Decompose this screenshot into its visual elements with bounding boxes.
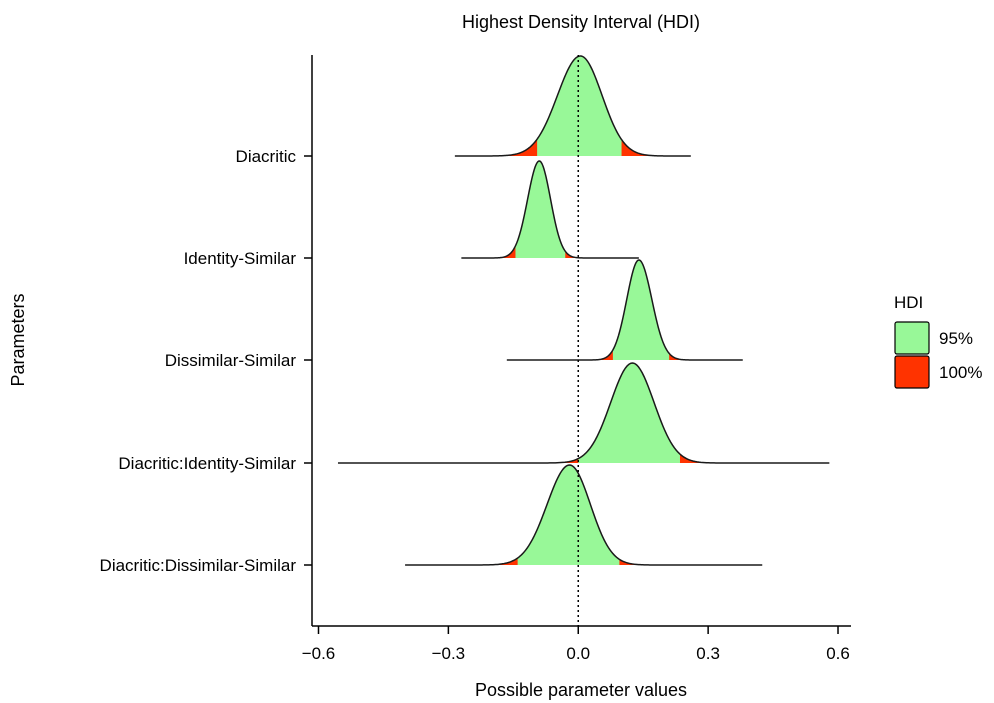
hdi-95-region	[517, 465, 620, 565]
density-5	[405, 464, 763, 566]
legend-swatch-95	[894, 321, 930, 355]
hdi-100-region	[337, 363, 830, 463]
y-tick-label: Identity-Similar	[184, 249, 297, 268]
x-tick-label: −0.3	[432, 644, 466, 663]
legend: HDI 95% 100%	[894, 293, 982, 389]
density-outline	[506, 259, 743, 361]
hdi-95-region	[612, 260, 670, 360]
chart-title: Highest Density Interval (HDI)	[462, 12, 700, 32]
density-1	[454, 55, 691, 157]
x-axis-label: Possible parameter values	[475, 680, 687, 700]
hdi-95-region	[537, 56, 622, 157]
legend-label-95: 95%	[939, 329, 973, 348]
density-4	[337, 362, 830, 464]
x-ticks: −0.6 −0.3 0.0 0.3 0.6	[302, 626, 850, 663]
legend-swatch-100	[894, 355, 930, 389]
y-ticks: Diacritic Identity-Similar Dissimilar-Simi…	[100, 147, 312, 575]
y-tick-label: Diacritic:Identity-Similar	[118, 454, 296, 473]
density-2	[461, 160, 639, 259]
density-outline	[405, 464, 763, 566]
y-axis-label: Parameters	[8, 293, 28, 386]
y-tick-label: Dissimilar-Similar	[165, 351, 297, 370]
x-tick-label: −0.6	[302, 644, 336, 663]
density-outline	[461, 160, 639, 259]
x-tick-label: 0.6	[826, 644, 850, 663]
x-tick-label: 0.3	[696, 644, 720, 663]
hdi-95-region	[578, 363, 680, 463]
y-tick-label: Diacritic	[236, 147, 297, 166]
legend-title: HDI	[894, 293, 923, 312]
density-outline	[337, 362, 830, 464]
density-outline	[454, 55, 691, 157]
legend-label-100: 100%	[939, 363, 982, 382]
hdi-95-region	[515, 161, 566, 258]
x-tick-label: 0.0	[566, 644, 590, 663]
plot-area	[337, 55, 830, 566]
density-3	[506, 259, 743, 361]
y-tick-label: Diacritic:Dissimilar-Similar	[100, 556, 297, 575]
